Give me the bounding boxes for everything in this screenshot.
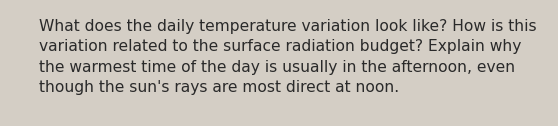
Text: What does the daily temperature variation look like? How is this
variation relat: What does the daily temperature variatio… (39, 19, 537, 95)
